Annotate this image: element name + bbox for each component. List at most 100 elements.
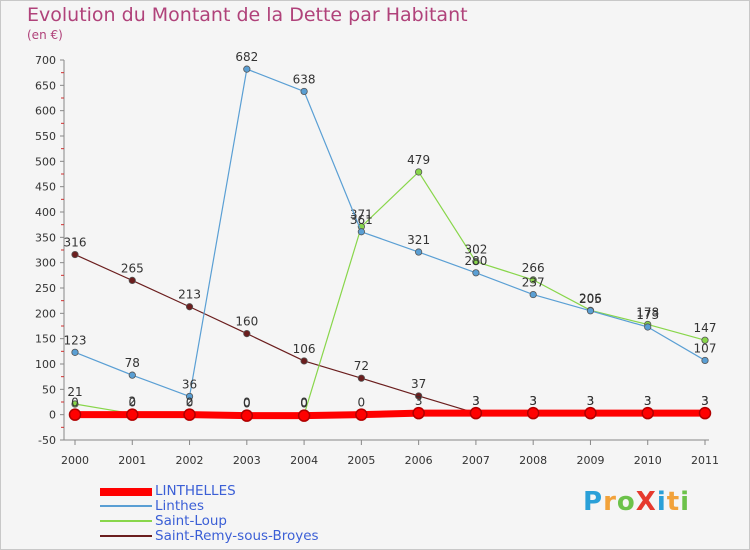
- data-point: [243, 329, 251, 338]
- y-tick-label: 400: [35, 206, 56, 219]
- data-point: [584, 406, 597, 420]
- logo-letter: X: [635, 487, 657, 517]
- data-label: 3: [701, 394, 709, 408]
- data-point: [529, 290, 537, 299]
- y-tick-label: 300: [35, 257, 56, 270]
- logo-letter: i: [680, 487, 691, 517]
- data-point: [472, 258, 480, 266]
- legend-swatch: [100, 488, 152, 496]
- series-line: [71, 409, 709, 420]
- data-point: [128, 371, 136, 379]
- data-point: [300, 357, 308, 365]
- data-label: 2: [128, 395, 136, 409]
- legend-item-linthes: Linthes: [100, 498, 400, 514]
- data-label: 37: [411, 377, 426, 391]
- data-point: [71, 250, 79, 259]
- legend-label: Linthes: [155, 498, 205, 514]
- data-point: [126, 408, 139, 421]
- x-tick-label: 2004: [290, 454, 318, 467]
- series-line: [74, 68, 706, 398]
- data-label: 638: [293, 72, 316, 86]
- data-label: 123: [64, 333, 87, 347]
- y-tick-label: 500: [35, 155, 56, 168]
- logo-letter: P: [583, 487, 604, 517]
- data-label: 178: [636, 305, 659, 319]
- data-label: 265: [121, 261, 144, 275]
- data-point: [641, 406, 654, 420]
- logo-letter: o: [616, 487, 636, 517]
- data-point: [526, 406, 540, 420]
- data-label: 0: [186, 396, 194, 410]
- y-tick-label: -50: [38, 434, 56, 447]
- data-label: 107: [694, 341, 717, 355]
- y-tick-label: 450: [35, 181, 56, 194]
- x-tick-label: 2002: [176, 454, 204, 467]
- data-point: [183, 408, 196, 421]
- data-label: 3: [701, 394, 709, 408]
- data-label: 36: [182, 377, 197, 391]
- x-tick-label: 2010: [634, 454, 662, 467]
- data-point: [355, 408, 368, 421]
- y-tick-label: 50: [42, 383, 56, 396]
- y-tick-label: 0: [49, 409, 56, 422]
- series-saint-remy-sous-broyes: 316 265 213 160 106 72 37 3 3 3 3 3: [64, 236, 709, 417]
- data-label: 3: [587, 394, 595, 408]
- data-label: 3: [472, 394, 480, 408]
- data-point: [185, 392, 194, 401]
- legend: LINTHELLES Linthes Saint-Loup Saint-Remy…: [100, 483, 400, 544]
- x-tick-label: 2011: [691, 454, 719, 467]
- y-tick-label: 350: [35, 231, 56, 244]
- legend-label: Saint-Remy-sous-Broyes: [155, 528, 319, 544]
- axes: -500501001502002503003504004505005506006…: [35, 54, 719, 467]
- data-label: 205: [579, 292, 602, 306]
- data-label: 0: [71, 396, 79, 410]
- series-linthelles: 0 0 0 0 0 0 3 3 3 3 3 3: [68, 394, 712, 422]
- data-point: [297, 409, 311, 422]
- data-label: 78: [125, 356, 140, 370]
- chart-title: Evolution du Montant de la Dette par Hab…: [27, 4, 468, 26]
- legend-swatch: [100, 520, 152, 522]
- data-label: 0: [300, 397, 308, 411]
- data-label: 2: [186, 395, 194, 409]
- data-point: [698, 406, 712, 420]
- data-point: [300, 87, 308, 96]
- data-point: [529, 276, 537, 284]
- data-label: 147: [694, 321, 717, 335]
- data-point: [701, 356, 709, 365]
- series-linthes: 123 78 36 682 638 361 321 280 237 205 173 107: [64, 50, 717, 401]
- data-label: 3: [415, 394, 423, 408]
- data-label: 206: [579, 291, 602, 305]
- data-point: [412, 406, 425, 420]
- data-label: 266: [522, 261, 545, 275]
- data-label: 3: [529, 394, 537, 408]
- legend-item-saint-remy: Saint-Remy-sous-Broyes: [100, 528, 400, 544]
- legend-label: Saint-Loup: [155, 513, 227, 529]
- unit-label: (en €): [27, 28, 63, 42]
- y-tick-label: 150: [35, 333, 56, 346]
- data-label: 316: [64, 236, 87, 250]
- data-point: [701, 336, 709, 344]
- data-label: 72: [354, 359, 369, 373]
- legend-item-linthelles: LINTHELLES: [100, 483, 400, 499]
- logo-letter: t: [666, 487, 681, 517]
- y-tick-label: 700: [35, 54, 56, 67]
- series-line: [74, 171, 706, 416]
- data-point: [644, 323, 652, 331]
- data-point: [357, 228, 365, 236]
- x-tick-label: 2007: [462, 454, 490, 467]
- y-tick-label: 650: [35, 79, 56, 92]
- data-point: [415, 248, 423, 256]
- x-tick-label: 2008: [519, 454, 547, 467]
- y-tick-label: 250: [35, 282, 56, 295]
- data-label: 213: [178, 288, 201, 302]
- y-tick-label: 200: [35, 307, 56, 320]
- data-point: [469, 406, 483, 420]
- legend-item-saint-loup: Saint-Loup: [100, 513, 400, 529]
- data-label: 160: [235, 315, 258, 329]
- y-tick-label: 100: [35, 358, 56, 371]
- data-label: 106: [293, 342, 316, 356]
- x-tick-label: 2001: [118, 454, 146, 467]
- legend-swatch: [100, 505, 152, 507]
